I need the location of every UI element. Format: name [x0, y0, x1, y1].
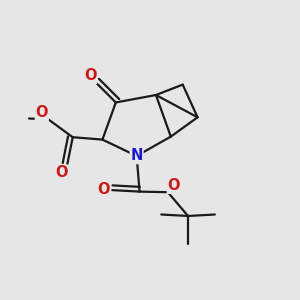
Text: N: N: [130, 148, 143, 164]
Text: O: O: [98, 182, 110, 197]
Text: O: O: [167, 178, 180, 193]
Text: O: O: [36, 105, 48, 120]
Text: O: O: [84, 68, 97, 83]
Text: O: O: [55, 165, 68, 180]
